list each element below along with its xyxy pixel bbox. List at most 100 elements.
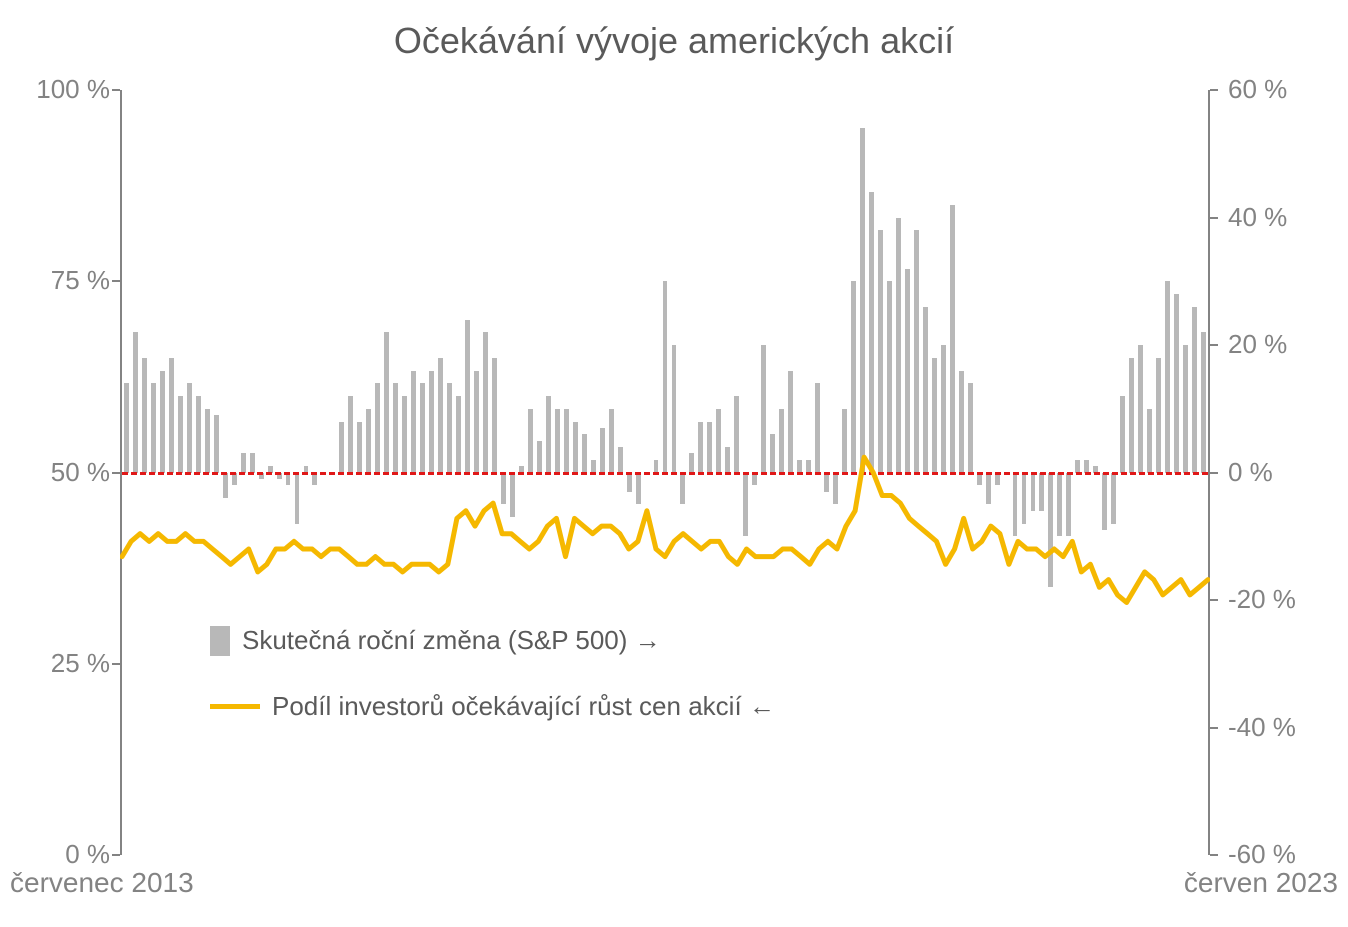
bar (1066, 473, 1071, 537)
bar (223, 473, 228, 499)
right-axis-tick-label: 40 % (1228, 202, 1287, 233)
bar (528, 409, 533, 473)
bar (366, 409, 371, 473)
bar (295, 473, 300, 524)
bar (743, 473, 748, 537)
bar (178, 396, 183, 473)
bar (1147, 409, 1152, 473)
right-axis-tick (1210, 727, 1218, 729)
bar (950, 205, 955, 473)
bar (887, 281, 892, 472)
bar (1048, 473, 1053, 588)
bar (636, 473, 641, 505)
bar (770, 434, 775, 472)
bar (375, 383, 380, 472)
bar (160, 371, 165, 473)
bar (1120, 396, 1125, 473)
bar (860, 128, 865, 472)
bar (851, 281, 856, 472)
bar (474, 371, 479, 473)
right-axis-tick (1210, 854, 1218, 856)
bar (573, 422, 578, 473)
bar (250, 453, 255, 472)
bar (151, 383, 156, 472)
bar (402, 396, 407, 473)
right-axis-tick-label: -40 % (1228, 712, 1296, 743)
left-axis-tick-label: 25 % (0, 648, 110, 679)
bar (905, 269, 910, 473)
bar (393, 383, 398, 472)
bar (959, 371, 964, 473)
bar (1201, 332, 1206, 472)
right-axis-tick-label: 20 % (1228, 329, 1287, 360)
bar (1031, 473, 1036, 511)
bar (411, 371, 416, 473)
bar (1022, 473, 1027, 524)
bar (1129, 358, 1134, 473)
right-axis-tick-label: -60 % (1228, 839, 1296, 870)
bar (1156, 358, 1161, 473)
bar (537, 441, 542, 473)
bar (869, 192, 874, 473)
bar (627, 473, 632, 492)
bar (824, 473, 829, 492)
bar (698, 422, 703, 473)
legend-item: Podíl investorů očekávající růst cen akc… (210, 691, 775, 722)
bar (447, 383, 452, 472)
bar (941, 345, 946, 473)
left-axis-tick-label: 75 % (0, 265, 110, 296)
bar (187, 383, 192, 472)
bar (1165, 281, 1170, 472)
bar (555, 409, 560, 473)
bar (815, 383, 820, 472)
bar (1013, 473, 1018, 537)
bar (196, 396, 201, 473)
bar (680, 473, 685, 505)
legend-swatch-line (210, 704, 260, 709)
legend-swatch-bar (210, 626, 230, 656)
bar (896, 218, 901, 473)
bar (932, 358, 937, 473)
bar (968, 383, 973, 472)
right-axis-tick-label: 0 % (1228, 457, 1273, 488)
bar (923, 307, 928, 473)
bar (1192, 307, 1197, 473)
bar (564, 409, 569, 473)
bar (725, 447, 730, 473)
left-axis-tick (112, 472, 120, 474)
bar (1057, 473, 1062, 537)
bar (842, 409, 847, 473)
bar (707, 422, 712, 473)
bar (465, 320, 470, 473)
right-axis-tick (1210, 89, 1218, 91)
bar (357, 422, 362, 473)
x-axis-start-label: červenec 2013 (10, 867, 194, 899)
bar (689, 453, 694, 472)
bar (609, 409, 614, 473)
bar (339, 422, 344, 473)
x-axis-end-label: červen 2023 (1184, 867, 1338, 899)
bar (788, 371, 793, 473)
bar (384, 332, 389, 472)
bar (456, 396, 461, 473)
bar (779, 409, 784, 473)
bar (618, 447, 623, 473)
right-axis-tick (1210, 472, 1218, 474)
bar (734, 396, 739, 473)
chart-container: Očekávání vývoje amerických akcií 0 %25 … (0, 0, 1348, 927)
bar (501, 473, 506, 505)
bar (1111, 473, 1116, 524)
left-axis-tick (112, 280, 120, 282)
bar (914, 230, 919, 472)
bar (510, 473, 515, 518)
bar (761, 345, 766, 473)
left-axis-tick (112, 89, 120, 91)
bar (1138, 345, 1143, 473)
legend-label: Skutečná roční změna (S&P 500) → (242, 625, 661, 656)
bar (169, 358, 174, 473)
bar (1039, 473, 1044, 511)
right-axis-tick (1210, 217, 1218, 219)
left-axis-tick-label: 100 % (0, 74, 110, 105)
legend-label: Podíl investorů očekávající růst cen akc… (272, 691, 775, 722)
bar (600, 428, 605, 473)
